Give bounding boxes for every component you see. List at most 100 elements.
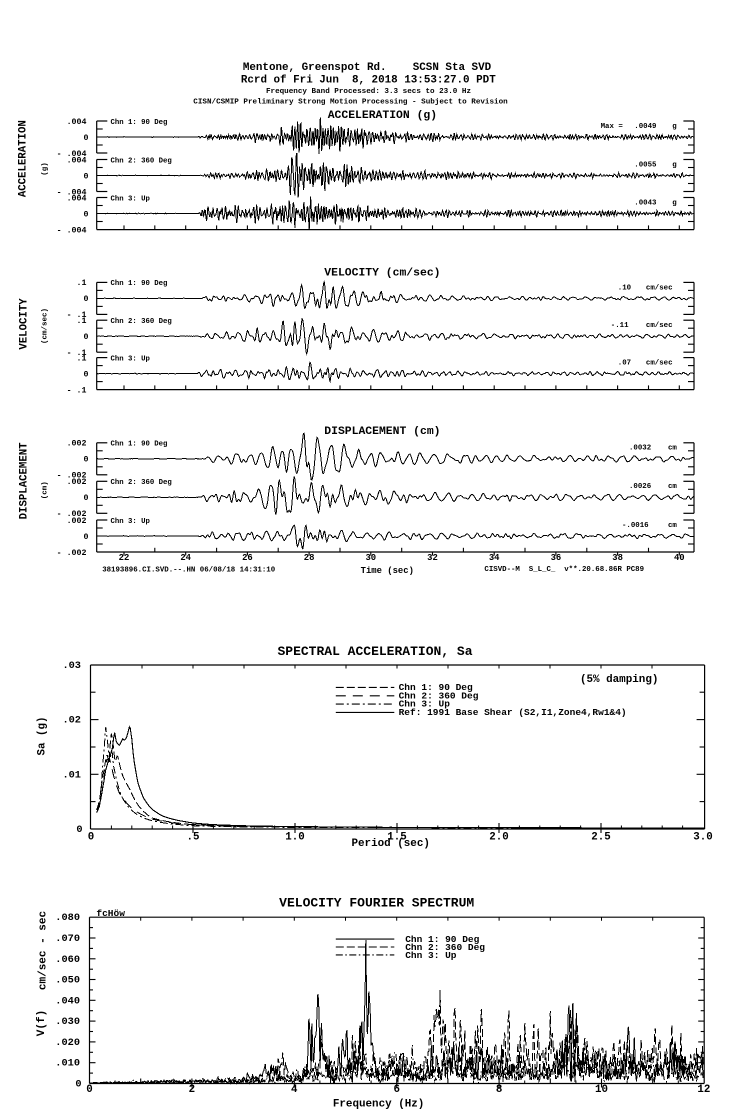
svg-text:Chn 3: Up: Chn 3: Up — [405, 950, 457, 961]
svg-text:g: g — [672, 199, 677, 207]
svg-text:cm/sec: cm/sec — [646, 360, 673, 368]
svg-text:.02: .02 — [62, 715, 81, 727]
svg-text:0: 0 — [88, 832, 94, 844]
svg-text:0: 0 — [76, 824, 82, 836]
svg-text:.0049: .0049 — [634, 123, 656, 131]
svg-text:0: 0 — [86, 1084, 92, 1096]
svg-text:Chn 3: Up: Chn 3: Up — [111, 355, 151, 363]
svg-text:(5% damping): (5% damping) — [580, 674, 658, 686]
svg-text:Chn 3: Up: Chn 3: Up — [399, 699, 451, 710]
svg-text:-.0016: -.0016 — [622, 522, 649, 530]
svg-text:Chn 1: 90 Deg: Chn 1: 90 Deg — [111, 280, 168, 288]
svg-text:8: 8 — [496, 1084, 502, 1096]
svg-text:.002: .002 — [67, 440, 87, 449]
svg-text:.0026: .0026 — [629, 483, 652, 491]
svg-text:Ref: 1991 Base Shear (S2,I1,Zo: Ref: 1991 Base Shear (S2,I1,Zone4,Rw1&4) — [399, 707, 627, 718]
svg-text:32: 32 — [427, 553, 438, 563]
svg-text:Frequency (Hz): Frequency (Hz) — [333, 1099, 425, 1111]
svg-text:26: 26 — [242, 553, 253, 563]
svg-text:28: 28 — [304, 553, 315, 563]
svg-text:1.5: 1.5 — [387, 832, 406, 844]
svg-text:- .1: - .1 — [67, 311, 87, 320]
svg-text:0: 0 — [84, 494, 89, 503]
svg-text:cm/sec: cm/sec — [646, 322, 673, 330]
svg-text:- .002: - .002 — [57, 472, 87, 481]
svg-text:4: 4 — [291, 1084, 298, 1096]
svg-text:- .004: - .004 — [57, 150, 87, 159]
svg-text:.080: .080 — [55, 912, 80, 924]
svg-text:1.0: 1.0 — [285, 832, 304, 844]
svg-text:Chn 3: Up: Chn 3: Up — [111, 195, 151, 203]
svg-text:12: 12 — [697, 1084, 710, 1096]
svg-text:.1: .1 — [72, 354, 87, 363]
svg-text:0: 0 — [84, 210, 89, 219]
svg-text:Sa (g): Sa (g) — [37, 717, 49, 756]
svg-text:Chn 2: 360 Deg: Chn 2: 360 Deg — [111, 479, 172, 487]
svg-text:24: 24 — [180, 553, 191, 563]
svg-text:0: 0 — [84, 134, 89, 143]
svg-text:34: 34 — [489, 553, 500, 563]
svg-text:.0055: .0055 — [634, 161, 657, 169]
svg-text:36: 36 — [551, 553, 562, 563]
svg-text:0: 0 — [84, 533, 89, 542]
svg-text:10: 10 — [595, 1084, 608, 1096]
svg-text:.060: .060 — [55, 954, 80, 966]
svg-text:g: g — [672, 161, 677, 169]
svg-text:DISPLACEMENT (cm): DISPLACEMENT (cm) — [324, 426, 440, 438]
svg-text:SPECTRAL ACCELERATION, Sa: SPECTRAL ACCELERATION, Sa — [277, 644, 472, 659]
svg-text:.070: .070 — [55, 933, 80, 945]
svg-text:ACCELERATION: ACCELERATION — [18, 120, 30, 197]
svg-text:.002: .002 — [67, 478, 87, 487]
svg-text:- .004: - .004 — [57, 188, 87, 197]
svg-text:22: 22 — [119, 553, 130, 563]
svg-text:.004: .004 — [67, 118, 87, 127]
svg-text:VELOCITY: VELOCITY — [18, 298, 30, 350]
svg-text:- .002: - .002 — [57, 549, 87, 558]
svg-text:VELOCITY FOURIER SPECTRUM: VELOCITY FOURIER SPECTRUM — [279, 896, 474, 911]
svg-text:Frequency Band Processed: 3.3: Frequency Band Processed: 3.3 secs to 23… — [266, 88, 471, 96]
svg-text:DISPLACEMENT: DISPLACEMENT — [18, 442, 30, 520]
svg-text:Rcrd of Fri Jun 8, 2018 13:53: Rcrd of Fri Jun 8, 2018 13:53:27.0 PDT — [241, 75, 496, 87]
svg-text:.07: .07 — [618, 360, 631, 368]
svg-text:.0043: .0043 — [634, 199, 657, 207]
svg-text:- .004: - .004 — [57, 226, 87, 235]
svg-text:.030: .030 — [55, 1016, 80, 1028]
svg-text:.10: .10 — [618, 284, 632, 292]
svg-text:.01: .01 — [62, 769, 81, 781]
svg-text:.1: .1 — [72, 317, 87, 326]
svg-text:ACCELERATION (g): ACCELERATION (g) — [328, 110, 437, 122]
svg-text:cm: cm — [668, 445, 677, 453]
svg-text:Chn 1: 90 Deg: Chn 1: 90 Deg — [399, 682, 473, 693]
svg-text:(g): (g) — [41, 162, 49, 176]
svg-text:- .1: - .1 — [67, 349, 87, 358]
svg-text:-.11: -.11 — [611, 322, 629, 330]
svg-text:40: 40 — [674, 553, 685, 563]
svg-text:Mentone, Greenspot Rd. SCSN: Mentone, Greenspot Rd. SCSN Sta SVD — [243, 62, 492, 74]
svg-text:- .1: - .1 — [67, 386, 87, 395]
svg-text:.03: .03 — [62, 660, 81, 672]
svg-text:Chn 2: 360 Deg: Chn 2: 360 Deg — [111, 318, 172, 326]
svg-text:cm/sec: cm/sec — [646, 284, 673, 292]
svg-text:Chn 2: 360 Deg: Chn 2: 360 Deg — [111, 157, 172, 165]
svg-text:38: 38 — [612, 553, 623, 563]
svg-text:3.0: 3.0 — [693, 832, 712, 844]
svg-text:Chn 1: 90 Deg: Chn 1: 90 Deg — [111, 441, 168, 449]
svg-text:Max =: Max = — [601, 123, 624, 131]
svg-text:38193896.CI.SVD.--.HN 06/08/18: 38193896.CI.SVD.--.HN 06/08/18 14:31:10 — [102, 566, 276, 574]
svg-text:Period (sec): Period (sec) — [351, 838, 429, 850]
svg-text:VELOCITY (cm/sec): VELOCITY (cm/sec) — [324, 268, 440, 280]
svg-text:fcHöw: fcHöw — [96, 908, 125, 919]
svg-text:g: g — [672, 123, 677, 131]
svg-text:Time (sec): Time (sec) — [361, 566, 414, 576]
svg-text:0: 0 — [84, 333, 89, 342]
svg-text:2.5: 2.5 — [591, 832, 610, 844]
svg-text:.040: .040 — [55, 995, 80, 1007]
svg-text:.020: .020 — [55, 1037, 80, 1049]
svg-text:2.0: 2.0 — [489, 832, 508, 844]
svg-text:0: 0 — [84, 456, 89, 465]
svg-text:0: 0 — [84, 295, 89, 304]
svg-text:Chn 3: Up: Chn 3: Up — [111, 518, 151, 526]
svg-text:.050: .050 — [55, 975, 80, 987]
svg-text:Chn 1: 90 Deg: Chn 1: 90 Deg — [405, 934, 479, 945]
svg-text:0: 0 — [84, 172, 89, 181]
